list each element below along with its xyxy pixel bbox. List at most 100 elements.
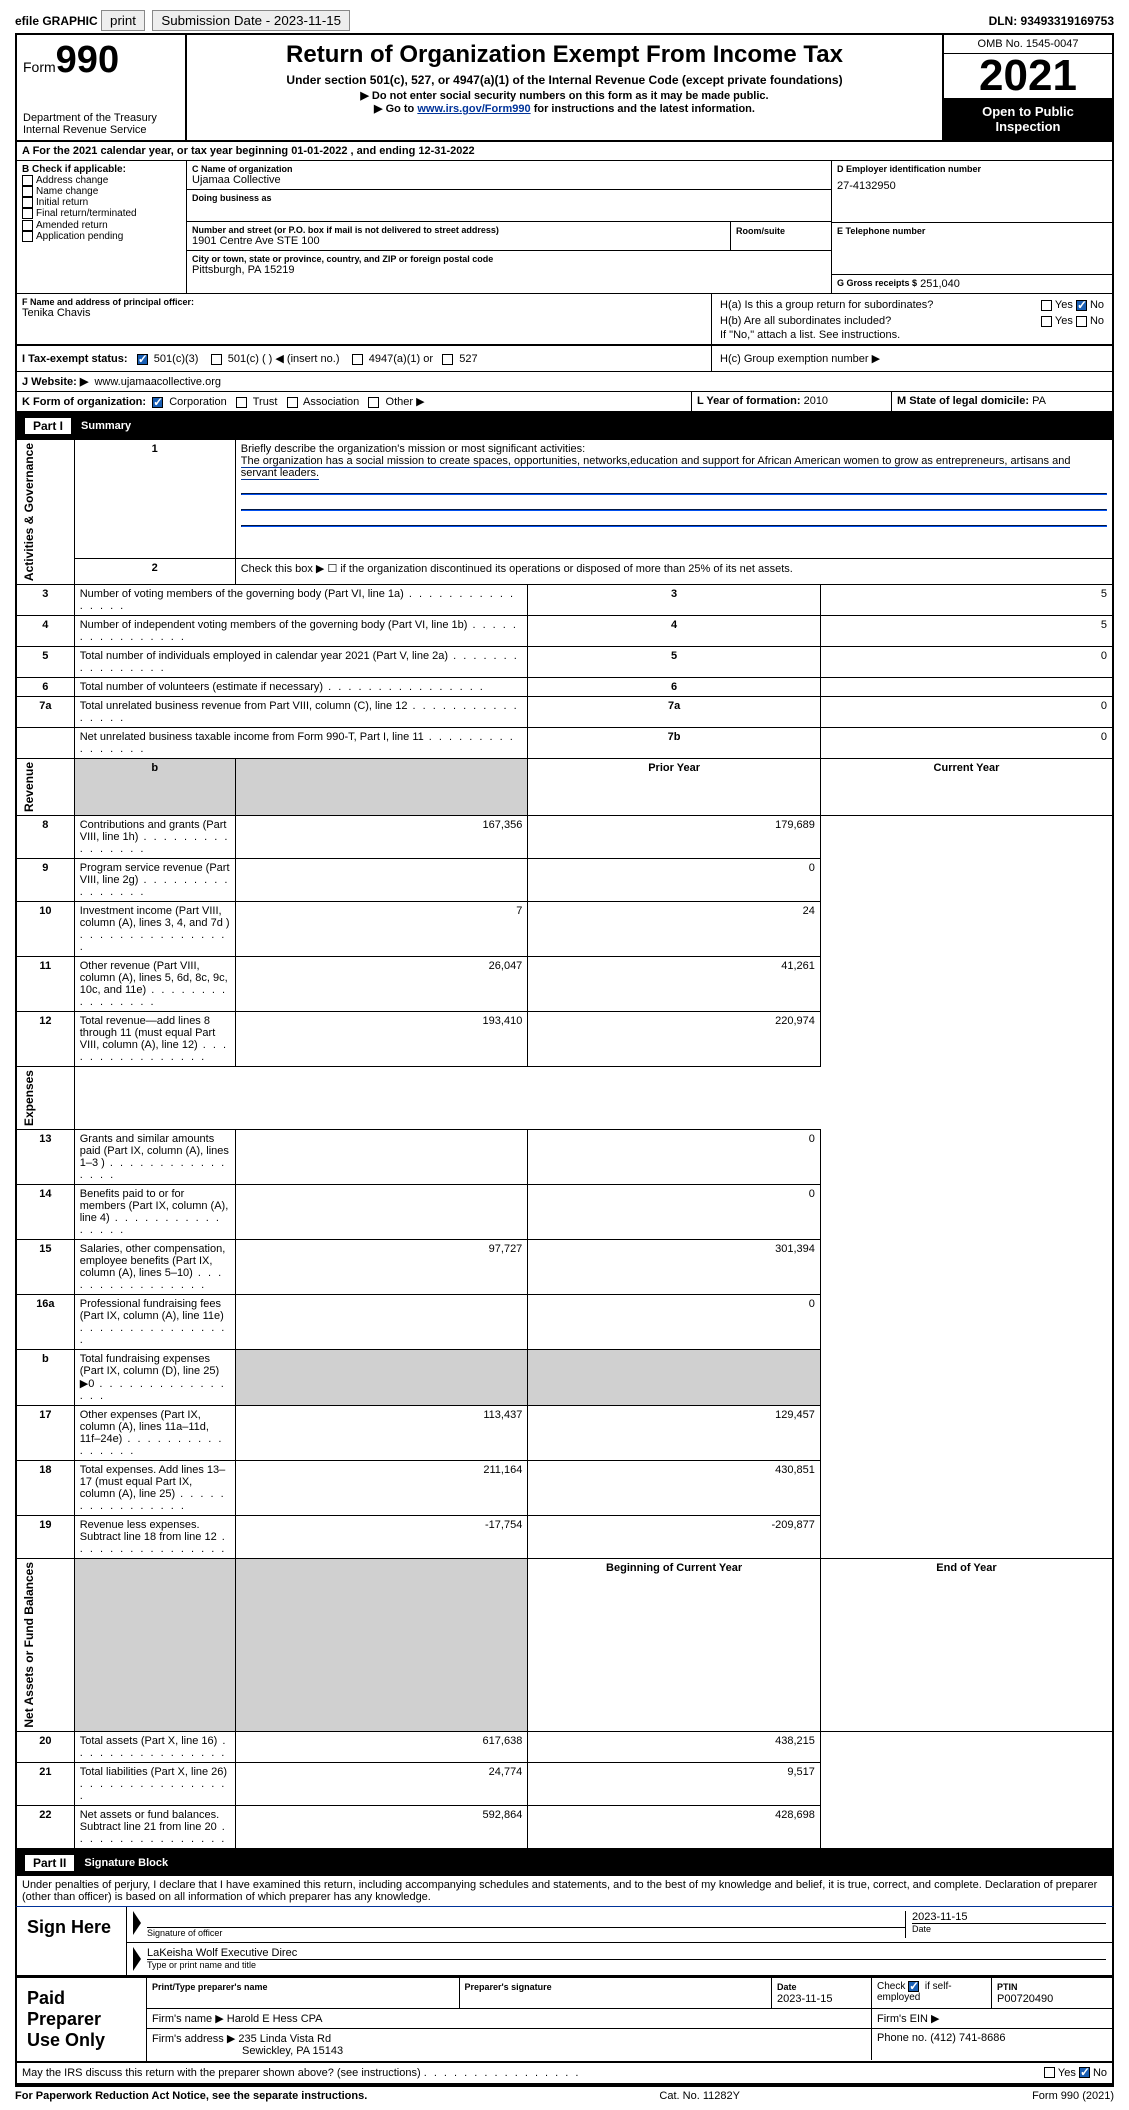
topbar: efile GRAPHIC print Submission Date - 20… <box>15 8 1114 35</box>
part2-lbl: Part II <box>25 1855 74 1871</box>
room-lbl: Room/suite <box>736 226 785 236</box>
box-g-lbl: G Gross receipts $ <box>837 278 917 290</box>
addr-val: 1901 Centre Ave STE 100 <box>192 235 725 247</box>
box-k-lbl: K Form of organization: <box>22 396 146 408</box>
l1-lbl: Briefly describe the organization's miss… <box>241 443 585 455</box>
k-trust: Trust <box>253 396 278 408</box>
p-date: 2023-11-15 <box>777 1993 832 2005</box>
box-b: B Check if applicable: Address change Na… <box>17 161 187 293</box>
ha-yes: Yes <box>1055 299 1073 311</box>
ec-hdr: End of Year <box>820 1559 1113 1732</box>
sig-name: LaKeisha Wolf Executive Direc <box>147 1947 1106 1959</box>
k-corp: Corporation <box>169 396 226 408</box>
h-a-lbl: H(a) Is this a group return for subordin… <box>720 299 933 311</box>
form-subtitle1: Under section 501(c), 527, or 4947(a)(1)… <box>191 71 938 89</box>
dept-label: Department of the Treasury Internal Reve… <box>23 112 179 136</box>
vlabel-expenses: Expenses <box>22 1070 36 1126</box>
part1-bar: Part I Summary <box>15 413 1114 439</box>
box-j-lbl: J Website: ▶ <box>22 376 88 388</box>
inspection-label: Open to Public Inspection <box>944 98 1112 140</box>
p-name-lbl: Print/Type preparer's name <box>152 1982 268 1992</box>
ptin: P00720490 <box>997 1993 1053 2005</box>
officer-name: Tenika Chavis <box>22 307 706 319</box>
box-f-lbl: F Name and address of principal officer: <box>22 297 706 307</box>
ein-lbl: Firm's EIN ▶ <box>877 2013 940 2025</box>
box-m-lbl: M State of legal domicile: <box>897 395 1029 407</box>
box-d-lbl: D Employer identification number <box>837 164 1107 174</box>
tax-year: 2021 <box>944 54 1112 98</box>
form-number: 990 <box>56 39 119 81</box>
dba-lbl: Doing business as <box>192 193 826 203</box>
box-e-lbl: E Telephone number <box>837 226 1107 236</box>
part2-title: Signature Block <box>84 1857 168 1869</box>
i-4947: 4947(a)(1) or <box>369 353 433 365</box>
box-l-lbl: L Year of formation: <box>697 395 801 407</box>
paid-preparer-box: Paid Preparer Use Only Print/Type prepar… <box>15 1977 1114 2063</box>
form-title: Return of Organization Exempt From Incom… <box>191 39 938 71</box>
d-no: No <box>1093 2067 1107 2079</box>
goto-pre: ▶ Go to <box>374 103 417 115</box>
check-final: Final return/terminated <box>36 209 137 220</box>
goto-post: for instructions and the latest informat… <box>531 103 755 115</box>
vlabel-revenue: Revenue <box>22 762 36 812</box>
addr-lbl: Number and street (or P.O. box if mail i… <box>192 225 725 235</box>
sig-date: 2023-11-15 <box>912 1911 1106 1923</box>
submission-date-button[interactable]: Submission Date - 2023-11-15 <box>152 10 350 31</box>
city-lbl: City or town, state or province, country… <box>192 254 826 264</box>
k-other: Other ▶ <box>386 396 425 408</box>
faddr: 235 Linda Vista Rd <box>238 2033 331 2045</box>
i-527: 527 <box>459 353 477 365</box>
check-pending: Application pending <box>36 231 123 242</box>
m-val: PA <box>1032 395 1046 407</box>
vlabel-netassets: Net Assets or Fund Balances <box>22 1562 36 1728</box>
firm-lbl: Firm's name ▶ <box>152 2013 224 2025</box>
l2: Check this box ▶ ☐ if the organization d… <box>235 558 1113 584</box>
p-date-lbl: Date <box>777 1982 797 1992</box>
k-assoc: Association <box>303 396 359 408</box>
cy-hdr: Current Year <box>820 759 1113 816</box>
firm: Harold E Hess CPA <box>227 2013 323 2025</box>
sig-date-lbl: Date <box>912 1923 1106 1934</box>
p-sig-lbl: Preparer's signature <box>465 1982 552 1992</box>
city-val: Pittsburgh, PA 15219 <box>192 264 826 276</box>
discuss-lbl: May the IRS discuss this return with the… <box>22 2067 421 2079</box>
ein-val: 27-4132950 <box>837 174 1107 192</box>
h-b-lbl: H(b) Are all subordinates included? <box>720 315 891 327</box>
print-button[interactable]: print <box>101 10 145 31</box>
i-501c3: 501(c)(3) <box>154 353 199 365</box>
dln-label: DLN: 93493319169753 <box>989 14 1114 28</box>
py-hdr: Prior Year <box>528 759 821 816</box>
caret-icon-2 <box>133 1947 141 1971</box>
d-yes: Yes <box>1058 2067 1076 2079</box>
footer-left: For Paperwork Reduction Act Notice, see … <box>15 2090 367 2102</box>
gross-val: 251,040 <box>920 278 960 290</box>
vlabel-activities: Activities & Governance <box>22 443 36 581</box>
sig-off-lbl: Signature of officer <box>147 1927 905 1938</box>
phone-lbl: Phone no. <box>877 2032 927 2044</box>
part2-bar: Part II Signature Block <box>15 1850 1114 1876</box>
sig-name-lbl: Type or print name and title <box>147 1959 1106 1970</box>
ha-no: No <box>1090 299 1104 311</box>
form-subtitle2: ▶ Do not enter social security numbers o… <box>191 89 938 102</box>
l1-val: The organization has a social mission to… <box>241 455 1071 480</box>
faddr-lbl: Firm's address ▶ <box>152 2033 235 2045</box>
form-header: Form990 Department of the Treasury Inter… <box>15 35 1114 142</box>
org-name: Ujamaa Collective <box>192 174 826 186</box>
check-amended: Amended return <box>36 220 108 231</box>
h-c-lbl: H(c) Group exemption number ▶ <box>720 353 880 365</box>
form-word: Form <box>23 59 56 75</box>
irs-link[interactable]: www.irs.gov/Form990 <box>417 103 530 115</box>
sign-here-lbl: Sign Here <box>17 1907 127 1975</box>
efile-label: efile GRAPHIC <box>15 14 98 28</box>
calendar-year-row: A For the 2021 calendar year, or tax yea… <box>15 142 1114 161</box>
box-c-name-lbl: C Name of organization <box>192 164 826 174</box>
box-b-title: B Check if applicable: <box>22 164 181 175</box>
bc-hdr: Beginning of Current Year <box>528 1559 821 1732</box>
part1-title: Summary <box>81 420 131 432</box>
ptin-lbl: PTIN <box>997 1982 1018 1992</box>
website-val: www.ujamaacollective.org <box>94 376 221 388</box>
check-name: Name change <box>36 186 98 197</box>
footer-right: Form 990 (2021) <box>1032 2090 1114 2102</box>
h-b2-lbl: If "No," attach a list. See instructions… <box>720 329 1104 341</box>
l-val: 2010 <box>804 395 828 407</box>
